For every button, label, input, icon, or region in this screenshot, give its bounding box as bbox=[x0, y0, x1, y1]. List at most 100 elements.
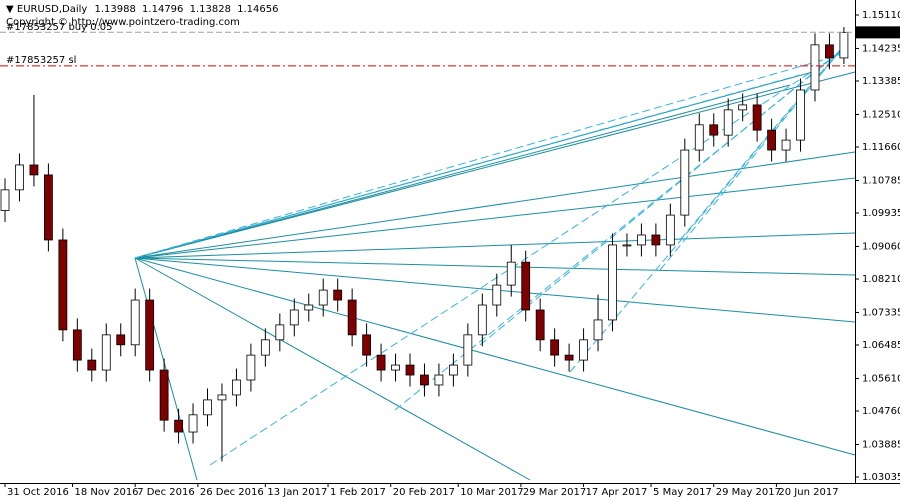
candle-body bbox=[130, 299, 140, 346]
ohlc-high: 1.14796 bbox=[142, 4, 183, 15]
sl-line-label: #17853257 sl bbox=[6, 55, 76, 66]
candle-body bbox=[781, 139, 791, 151]
ohlc-low: 1.13828 bbox=[190, 4, 231, 15]
candle-body bbox=[694, 124, 704, 151]
candle-body bbox=[101, 334, 111, 371]
candle-body bbox=[246, 354, 256, 381]
candle-body bbox=[145, 299, 155, 371]
x-tick-label: 26 Dec 2016 bbox=[200, 487, 264, 498]
y-tick-label: 1.05610 bbox=[862, 373, 900, 384]
y-tick-label: 1.09060 bbox=[862, 241, 900, 252]
candle-body bbox=[796, 89, 805, 141]
candle-body bbox=[579, 339, 588, 361]
candle-body bbox=[376, 354, 386, 371]
candle-body bbox=[810, 44, 820, 91]
x-tick-label: 18 Nov 2016 bbox=[75, 487, 139, 498]
candle-body bbox=[535, 309, 545, 341]
x-tick-label: 31 Oct 2016 bbox=[7, 487, 69, 498]
candle-body bbox=[434, 374, 444, 386]
candle-body bbox=[260, 339, 270, 356]
candle-body bbox=[0, 189, 10, 211]
candle-body bbox=[159, 369, 169, 421]
candle-body bbox=[405, 364, 415, 376]
x-tick-label: 20 Jun 2017 bbox=[778, 487, 838, 498]
candle-body bbox=[651, 234, 661, 246]
candle-body bbox=[564, 354, 574, 361]
y-tick-label: 1.08210 bbox=[862, 274, 900, 285]
y-tick-label: 1.06485 bbox=[862, 340, 900, 351]
candle-body bbox=[318, 289, 328, 306]
candle-body bbox=[174, 419, 183, 433]
candle-body bbox=[665, 214, 675, 246]
candle-body bbox=[15, 164, 24, 191]
y-tick-label: 1.12510 bbox=[862, 109, 900, 120]
candle-body bbox=[420, 374, 429, 386]
candle-body bbox=[752, 104, 762, 131]
candle-body bbox=[492, 284, 502, 306]
y-tick-label: 1.13385 bbox=[862, 76, 900, 87]
x-tick-label: 1 Feb 2017 bbox=[330, 487, 386, 498]
header-arrow: ▼ bbox=[6, 4, 17, 15]
y-tick-label: 1.03885 bbox=[862, 439, 900, 450]
x-tick-label: 10 Mar 2017 bbox=[460, 487, 523, 498]
symbol: EURUSD,Daily bbox=[17, 4, 88, 15]
ohlc-open: 1.13988 bbox=[95, 4, 136, 15]
y-tick-label: 1.04760 bbox=[862, 406, 900, 417]
candle-body bbox=[347, 299, 357, 336]
candle-body bbox=[58, 239, 68, 331]
candle-body bbox=[217, 394, 227, 401]
candle-body bbox=[275, 324, 285, 341]
candle-body bbox=[463, 334, 473, 366]
x-tick-label: 29 Mar 2017 bbox=[523, 487, 586, 498]
candle-body bbox=[87, 359, 97, 371]
candle-body bbox=[72, 329, 82, 361]
candle-body bbox=[477, 304, 487, 336]
candle-body bbox=[289, 309, 299, 326]
candle-body bbox=[709, 124, 719, 136]
candle-body bbox=[839, 31, 849, 59]
candle-body bbox=[391, 364, 400, 371]
candle-body bbox=[304, 304, 314, 311]
y-tick-label: 1.10785 bbox=[862, 175, 900, 186]
y-tick-label: 1.07335 bbox=[862, 307, 900, 318]
candle-body bbox=[550, 339, 560, 356]
candle-body bbox=[44, 174, 53, 241]
candle-body bbox=[506, 261, 516, 286]
candle-body bbox=[680, 149, 690, 216]
candle-body bbox=[608, 244, 617, 321]
candle-body bbox=[116, 334, 126, 346]
copyright: Copyright © http://www.pointzero-trading… bbox=[6, 17, 240, 28]
candle-body bbox=[362, 334, 372, 356]
y-tick-label: 1.09935 bbox=[862, 208, 900, 219]
current-price-label: 1.14656 bbox=[860, 27, 900, 38]
x-tick-label: 13 Jan 2017 bbox=[267, 487, 327, 498]
candle-body bbox=[203, 399, 212, 416]
candle-body bbox=[825, 44, 834, 59]
candle-body bbox=[767, 129, 776, 151]
ohlc-close: 1.14656 bbox=[237, 4, 278, 15]
candle-body bbox=[738, 104, 748, 111]
x-tick-label: 5 May 2017 bbox=[653, 487, 712, 498]
current-price-box bbox=[856, 26, 900, 39]
candle-body bbox=[723, 109, 733, 136]
y-tick-label: 1.03035 bbox=[862, 472, 900, 483]
header: ▼ EURUSD,Daily 1.13988 1.14796 1.13828 1… bbox=[6, 4, 279, 15]
buy-line-label: #17853257 buy 0.05 bbox=[6, 22, 113, 33]
x-tick-label: 17 Apr 2017 bbox=[586, 487, 648, 498]
candle-body bbox=[637, 234, 646, 246]
candle-body bbox=[521, 261, 531, 311]
candle-body bbox=[188, 414, 198, 433]
candle-body bbox=[232, 379, 241, 396]
candle-body bbox=[333, 289, 343, 301]
candle-body bbox=[622, 244, 632, 247]
x-tick-label: 7 Dec 2016 bbox=[137, 487, 195, 498]
candle-body bbox=[29, 164, 39, 176]
x-tick-label: 29 May 2017 bbox=[716, 487, 781, 498]
y-tick-label: 1.15110 bbox=[862, 10, 900, 21]
candle-body bbox=[593, 319, 603, 341]
y-tick-label: 1.11660 bbox=[862, 142, 900, 153]
candle-body bbox=[448, 364, 458, 376]
y-tick-label: 1.14235 bbox=[862, 43, 900, 54]
x-tick-label: 20 Feb 2017 bbox=[393, 487, 455, 498]
